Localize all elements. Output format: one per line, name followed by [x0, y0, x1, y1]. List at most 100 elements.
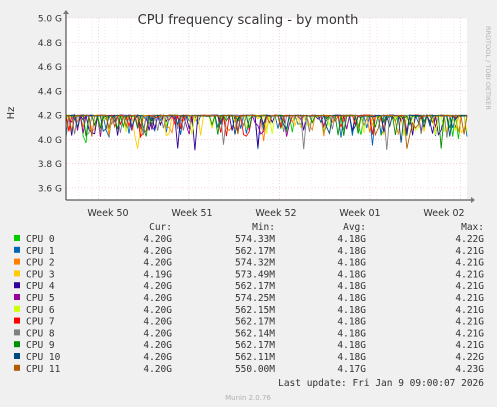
legend-name-cpu-0: CPU 0 — [26, 234, 55, 245]
legend-cur-cpu-4: 4.20G — [143, 281, 172, 292]
legend-min-cpu-10: 562.11M — [235, 352, 275, 363]
legend-min-cpu-9: 562.17M — [235, 340, 275, 351]
legend-swatch-cpu-10 — [14, 353, 20, 359]
series-line-cpu-11 — [65, 114, 468, 149]
legend-name-cpu-9: CPU 9 — [26, 340, 55, 351]
legend-max-cpu-4: 4.21G — [455, 281, 484, 292]
y-tick-label: 4.4 G — [38, 87, 62, 97]
legend-cur-cpu-3: 4.19G — [143, 269, 172, 280]
y-tick-label: 4.0 G — [38, 136, 62, 146]
last-update: Last update: Fri Jan 9 09:00:07 2026 — [278, 378, 484, 389]
chart-title: CPU frequency scaling - by month — [138, 13, 359, 28]
legend-cur-cpu-1: 4.20G — [143, 246, 172, 257]
legend-min-cpu-4: 562.17M — [235, 281, 275, 292]
legend-cur-cpu-10: 4.20G — [143, 352, 172, 363]
series-layer — [65, 113, 468, 151]
legend-max-cpu-1: 4.21G — [455, 246, 484, 257]
legend-name-cpu-4: CPU 4 — [26, 281, 55, 292]
legend-name-cpu-6: CPU 6 — [26, 305, 55, 316]
x-axis-arrow — [471, 197, 475, 203]
legend-name-cpu-2: CPU 2 — [26, 258, 55, 269]
legend-swatch-cpu-7 — [14, 317, 20, 324]
legend-swatch-cpu-6 — [14, 305, 20, 312]
munin-version: Munin 2.0.76 — [225, 394, 271, 402]
legend-max-cpu-7: 4.21G — [455, 317, 484, 328]
legend-avg-cpu-2: 4.18G — [337, 258, 366, 269]
legend-max-cpu-6: 4.21G — [455, 305, 484, 316]
legend-cur-cpu-9: 4.20G — [143, 340, 172, 351]
legend-avg-cpu-3: 4.18G — [337, 269, 366, 280]
legend-max-cpu-5: 4.21G — [455, 293, 484, 304]
series-line-cpu-10 — [65, 113, 468, 143]
y-tick-label: 3.6 G — [38, 184, 62, 194]
legend-swatch-cpu-8 — [14, 329, 20, 336]
legend-min-cpu-11: 550.00M — [235, 364, 275, 375]
legend-swatch-cpu-9 — [14, 341, 20, 348]
legend-header-cur: Cur: — [149, 222, 172, 233]
legend-swatch-cpu-2 — [14, 258, 20, 265]
rrdtool-credit: RRDTOOL / TOBI OETIKER — [484, 26, 492, 110]
x-tick-label: Week 02 — [423, 208, 464, 219]
legend-max-cpu-3: 4.21G — [455, 269, 484, 280]
legend-name-cpu-11: CPU 11 — [26, 364, 61, 375]
y-tick-label: 5.0 G — [38, 15, 62, 25]
legend-avg-cpu-4: 4.18G — [337, 281, 366, 292]
legend-swatch-cpu-4 — [14, 282, 20, 289]
legend-cur-cpu-2: 4.20G — [143, 258, 172, 269]
x-tick-label: Week 01 — [339, 208, 380, 219]
legend-min-cpu-1: 562.17M — [235, 246, 275, 257]
y-tick-label: 3.8 G — [38, 160, 62, 170]
legend-avg-cpu-8: 4.18G — [337, 328, 366, 339]
legend-avg-cpu-10: 4.18G — [337, 352, 366, 363]
legend-min-cpu-3: 573.49M — [235, 269, 275, 280]
legend: Cur: Min: Avg: Max: CPU 0 4.20G 574.33M 4.1… — [14, 222, 484, 375]
x-tick-label: Week 51 — [171, 208, 212, 219]
legend-min-cpu-7: 562.17M — [235, 317, 275, 328]
legend-name-cpu-10: CPU 10 — [26, 352, 61, 363]
legend-min-cpu-8: 562.14M — [235, 328, 275, 339]
legend-header-avg: Avg: — [343, 222, 366, 233]
legend-avg-cpu-6: 4.18G — [337, 305, 366, 316]
legend-max-cpu-0: 4.22G — [455, 234, 484, 245]
legend-avg-cpu-0: 4.18G — [337, 234, 366, 245]
legend-name-cpu-3: CPU 3 — [26, 269, 55, 280]
legend-header-min: Min: — [252, 222, 275, 233]
legend-swatch-cpu-5 — [14, 294, 20, 300]
y-axis-arrow — [63, 10, 69, 14]
legend-swatch-cpu-0 — [14, 235, 20, 241]
legend-name-cpu-1: CPU 1 — [26, 246, 55, 257]
x-tick-label: Week 52 — [255, 208, 296, 219]
legend-swatch-cpu-1 — [14, 246, 20, 253]
legend-avg-cpu-7: 4.18G — [337, 317, 366, 328]
legend-max-cpu-2: 4.21G — [455, 258, 484, 269]
legend-name-cpu-7: CPU 7 — [26, 317, 55, 328]
legend-min-cpu-6: 562.15M — [235, 305, 275, 316]
legend-avg-cpu-5: 4.18G — [337, 293, 366, 304]
legend-max-cpu-11: 4.23G — [455, 364, 484, 375]
legend-swatch-cpu-3 — [14, 270, 20, 277]
legend-min-cpu-0: 574.33M — [235, 234, 275, 245]
legend-avg-cpu-1: 4.18G — [337, 246, 366, 257]
legend-max-cpu-9: 4.21G — [455, 340, 484, 351]
legend-min-cpu-5: 574.25M — [235, 293, 275, 304]
plot-area — [66, 18, 467, 200]
x-tick-label: Week 50 — [87, 208, 128, 219]
legend-avg-cpu-11: 4.17G — [337, 364, 366, 375]
legend-name-cpu-5: CPU 5 — [26, 293, 55, 304]
y-tick-label: 4.8 G — [38, 39, 62, 49]
legend-cur-cpu-8: 4.20G — [143, 328, 172, 339]
y-axis-label: Hz — [6, 107, 17, 120]
axes: 3.6 G 3.8 G 4.0 G 4.2 G 4.4 G 4.6 G 4.8 G 5.0 G… — [38, 10, 475, 219]
legend-name-cpu-8: CPU 8 — [26, 328, 55, 339]
y-tick-label: 4.2 G — [38, 112, 62, 122]
legend-swatch-cpu-11 — [14, 364, 20, 371]
legend-cur-cpu-11: 4.20G — [143, 364, 172, 375]
legend-cur-cpu-0: 4.20G — [143, 234, 172, 245]
legend-header-max: Max: — [461, 222, 484, 233]
legend-max-cpu-8: 4.21G — [455, 328, 484, 339]
legend-avg-cpu-9: 4.18G — [337, 340, 366, 351]
legend-min-cpu-2: 574.32M — [235, 258, 275, 269]
legend-cur-cpu-6: 4.20G — [143, 305, 172, 316]
